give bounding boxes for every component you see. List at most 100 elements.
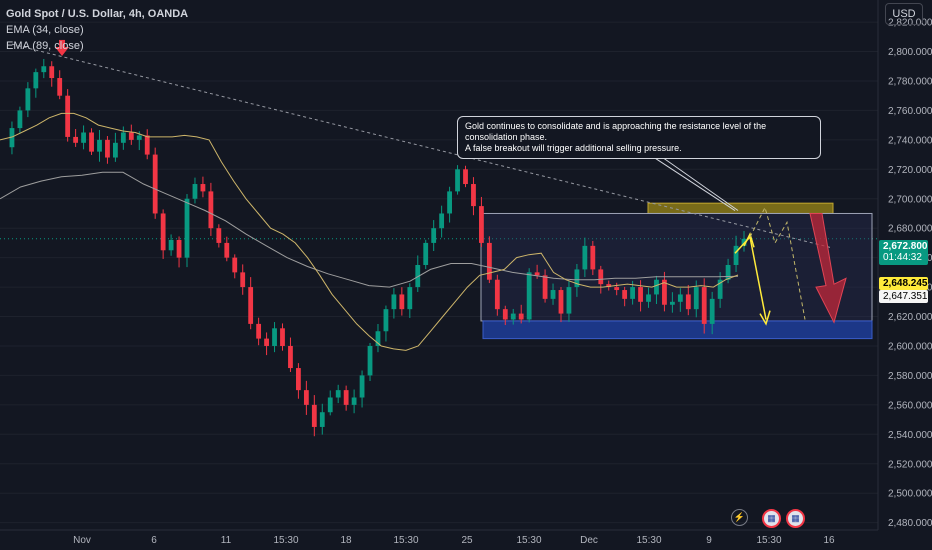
candle-body bbox=[415, 265, 421, 288]
candle-body bbox=[208, 191, 214, 229]
currency-button[interactable]: USD bbox=[885, 3, 923, 25]
candle-body bbox=[693, 287, 699, 310]
lightning-icon[interactable]: ⚡ bbox=[731, 509, 748, 526]
candle-body bbox=[248, 287, 254, 324]
candle-body bbox=[542, 275, 548, 299]
candle-body bbox=[383, 309, 389, 332]
ema-89-label[interactable]: EMA (89, close) bbox=[6, 40, 84, 52]
candle-body bbox=[479, 206, 484, 243]
candle-body bbox=[391, 294, 397, 310]
y-tick-label: 2,540.000 bbox=[888, 430, 932, 441]
candle-body bbox=[160, 213, 166, 251]
candle-body bbox=[646, 294, 651, 302]
x-tick-label: 18 bbox=[340, 535, 352, 546]
candle-body bbox=[192, 184, 198, 199]
candle-body bbox=[717, 279, 723, 299]
candle-body bbox=[598, 269, 604, 285]
candle-body bbox=[510, 313, 516, 320]
candle-body bbox=[654, 279, 659, 295]
annotation-callout[interactable]: Gold continues to consolidate and is app… bbox=[457, 116, 821, 159]
candle-body bbox=[677, 294, 683, 302]
last-price-tag: 2,672.800 01:44:32 bbox=[879, 240, 928, 265]
candle-body bbox=[518, 313, 524, 320]
ema-89-price-tag: 2,647.351 bbox=[879, 290, 928, 303]
candle-body bbox=[471, 184, 476, 207]
x-tick-label: 15:30 bbox=[636, 535, 661, 546]
us-flag-event-icon[interactable]: ▦ bbox=[762, 509, 781, 528]
candle-body bbox=[33, 72, 39, 89]
candle-body bbox=[152, 154, 158, 214]
candle-body bbox=[526, 272, 532, 320]
candle-body bbox=[494, 279, 500, 310]
candle-body bbox=[701, 287, 707, 324]
y-tick-label: 2,820.000 bbox=[888, 18, 932, 29]
dashed-projection bbox=[749, 206, 806, 320]
y-tick-label: 2,620.000 bbox=[888, 312, 932, 323]
candle-body bbox=[741, 238, 747, 246]
candle-body bbox=[335, 390, 341, 398]
candle-body bbox=[725, 265, 731, 280]
candle-body bbox=[168, 239, 174, 251]
candle-body bbox=[224, 242, 230, 258]
candle-body bbox=[582, 245, 588, 270]
candle-body bbox=[25, 88, 31, 111]
candle-body bbox=[502, 309, 508, 320]
candle-body bbox=[81, 132, 86, 143]
candle-body bbox=[296, 368, 301, 391]
candle-body bbox=[367, 345, 373, 376]
y-tick-label: 2,780.000 bbox=[888, 76, 932, 87]
candle-body bbox=[606, 284, 612, 288]
candle-body bbox=[256, 323, 262, 339]
candle-body bbox=[614, 287, 620, 291]
us-flag-event-icon-2[interactable]: ▦ bbox=[786, 509, 805, 528]
candle-body bbox=[9, 128, 15, 148]
candle-body bbox=[105, 139, 110, 158]
last-price-value: 2,672.800 bbox=[883, 241, 928, 252]
y-tick-label: 2,600.000 bbox=[888, 341, 932, 352]
candle-body bbox=[351, 397, 357, 405]
consolidation-box bbox=[480, 212, 873, 322]
candle-body bbox=[486, 242, 492, 280]
candle-body bbox=[685, 294, 691, 310]
candle-body bbox=[566, 287, 572, 314]
yellow-arrowhead bbox=[759, 310, 771, 326]
candle-body bbox=[407, 287, 413, 310]
candle-body bbox=[184, 198, 190, 258]
ema-34-label[interactable]: EMA (34, close) bbox=[6, 24, 84, 36]
candle-body bbox=[327, 397, 333, 413]
candle-body bbox=[630, 287, 636, 299]
candle-body bbox=[288, 345, 293, 369]
candle-body bbox=[49, 66, 55, 79]
candle-body bbox=[534, 272, 540, 276]
candle-body bbox=[423, 242, 429, 265]
candle-body bbox=[303, 390, 309, 405]
resistance-zone bbox=[647, 202, 834, 214]
symbol-title[interactable]: Gold Spot / U.S. Dollar, 4h, OANDA bbox=[6, 8, 189, 20]
candle-body bbox=[709, 298, 715, 324]
annotation-line-1: Gold continues to consolidate and is app… bbox=[465, 121, 767, 142]
candle-body bbox=[57, 78, 63, 96]
candle-body bbox=[622, 290, 628, 299]
candle-body bbox=[41, 66, 47, 73]
x-tick-label: Nov bbox=[73, 535, 91, 546]
candle-body bbox=[311, 404, 317, 427]
support-zone bbox=[482, 320, 873, 340]
x-tick-label: 11 bbox=[221, 535, 232, 546]
x-tick-label: 15:30 bbox=[756, 535, 781, 546]
candle-body bbox=[17, 110, 23, 129]
candle-body bbox=[550, 290, 556, 299]
y-tick-label: 2,520.000 bbox=[888, 459, 932, 470]
candle-body bbox=[574, 269, 580, 288]
y-tick-label: 2,760.000 bbox=[888, 106, 932, 117]
x-tick-label: 15:30 bbox=[273, 535, 298, 546]
candle-body bbox=[232, 257, 238, 273]
x-tick-label: 15:30 bbox=[393, 535, 418, 546]
candle-body bbox=[399, 294, 405, 310]
candle-body bbox=[319, 412, 325, 427]
x-tick-label: 15:30 bbox=[516, 535, 541, 546]
x-tick-label: 16 bbox=[823, 535, 835, 546]
bar-countdown: 01:44:32 bbox=[883, 252, 922, 263]
top-marker-arrow-head bbox=[55, 46, 69, 56]
candle-body bbox=[240, 272, 246, 288]
